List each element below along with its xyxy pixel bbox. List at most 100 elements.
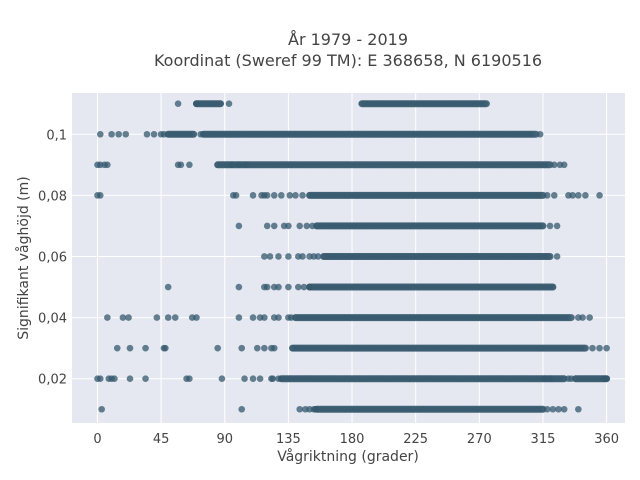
x-tick-label: 270 [467,432,492,447]
data-point [108,130,115,138]
data-point [266,253,274,260]
data-point [560,405,568,413]
data-point [306,283,313,291]
data-point [311,405,319,413]
data-point [241,375,248,382]
data-point [296,405,304,413]
data-point [275,253,282,260]
data-point [162,344,169,352]
data-point [174,100,182,107]
data-point [550,161,558,169]
data-point [125,314,132,321]
data-point [256,375,264,382]
data-point [586,314,593,321]
data-point [253,344,261,352]
data-point [543,192,551,199]
data-point [171,314,179,321]
data-point [596,344,603,352]
data-point [309,222,316,230]
data-point [153,314,161,321]
data-point [119,314,127,321]
data-point [596,192,603,199]
data-point [188,130,196,138]
data-point [164,314,172,321]
x-tick-label: 180 [340,432,365,447]
data-point [193,100,200,107]
x-tick-label: 225 [403,432,428,447]
x-tick-label: 90 [216,432,233,447]
x-tick-label: 315 [531,432,556,447]
data-point [296,222,304,230]
data-point [122,130,130,138]
data-point [565,314,572,321]
data-point [285,283,292,291]
data-point [530,130,537,138]
data-point [275,314,282,321]
data-point [481,100,489,107]
data-point [270,222,278,230]
data-point [96,375,104,382]
x-tick-label: 360 [594,432,619,447]
data-point [275,375,282,382]
data-point [292,192,299,199]
data-point [287,314,295,321]
data-point [567,375,575,382]
data-point [193,314,200,321]
data-point [545,253,553,260]
y-axis-title: Signifikant våghöjd (m) [15,176,32,339]
data-point [580,344,587,352]
data-point [238,344,246,352]
data-point [270,344,278,352]
data-point [575,192,582,199]
y-tick-label: 0,08 [38,189,67,204]
data-point [225,100,233,107]
data-point [263,192,271,199]
data-point [546,375,554,382]
data-point [549,283,556,291]
data-point [232,192,240,199]
data-point [111,375,118,382]
data-point [536,130,544,138]
y-tick-label: 0,02 [38,373,67,388]
x-tick-label: 0 [93,432,101,447]
data-point [160,130,168,138]
data-point [275,283,282,291]
data-point [249,375,257,382]
data-point [235,161,243,169]
data-point [263,283,271,291]
data-point [544,161,551,169]
data-point [560,375,567,382]
data-point [546,222,554,230]
data-point [242,161,250,169]
data-point [269,375,277,382]
data-point [104,314,111,321]
data-point [261,344,268,352]
data-point [603,375,610,382]
data-point [115,130,122,138]
data-point [575,405,582,413]
data-point [553,222,561,230]
data-point [142,375,149,382]
data-point [300,283,308,291]
chart-title-line-2: Koordinat (Sweref 99 TM): E 368658, N 61… [154,51,542,70]
data-point [104,161,111,169]
data-point [278,192,285,199]
data-point [186,375,193,382]
data-point [218,375,226,382]
data-point [314,253,322,260]
data-point [249,314,257,321]
data-point [235,222,243,230]
data-point [579,314,586,321]
data-point [285,253,292,260]
data-point [214,344,221,352]
data-point [549,405,557,413]
data-point [543,405,551,413]
x-axis-title: Vågriktning (grader) [277,448,419,465]
data-point [142,344,149,352]
data-point [286,192,294,199]
data-point [270,192,278,199]
data-point [294,283,302,291]
data-point [582,192,589,199]
data-point [303,222,311,230]
